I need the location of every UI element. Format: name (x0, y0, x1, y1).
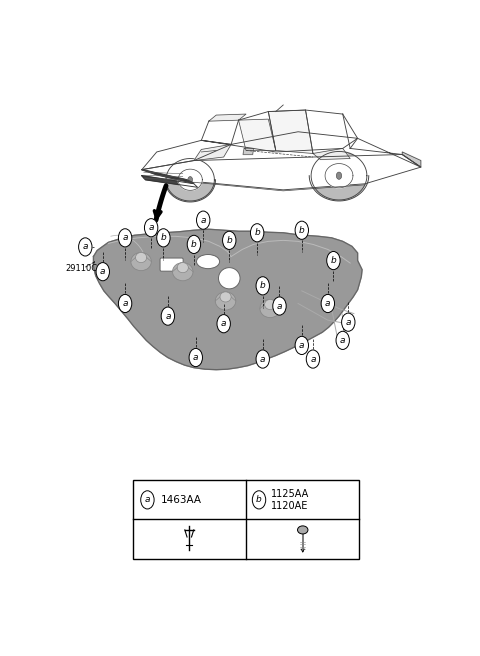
Text: b: b (227, 236, 232, 245)
Text: a: a (165, 312, 170, 321)
Text: 1125AA
1120AE: 1125AA 1120AE (271, 489, 310, 511)
Text: a: a (144, 495, 150, 504)
Circle shape (96, 262, 109, 281)
Text: a: a (310, 354, 316, 363)
Ellipse shape (172, 262, 193, 281)
Circle shape (336, 172, 342, 179)
Text: a: a (346, 318, 351, 327)
Polygon shape (402, 152, 421, 167)
Polygon shape (311, 152, 367, 200)
Ellipse shape (298, 526, 308, 534)
Circle shape (187, 236, 201, 253)
Polygon shape (94, 229, 362, 370)
Polygon shape (325, 163, 353, 188)
Circle shape (321, 295, 335, 313)
Text: a: a (221, 319, 227, 328)
Bar (132, 480, 360, 559)
Circle shape (119, 229, 132, 247)
Circle shape (161, 307, 175, 325)
Polygon shape (194, 144, 231, 161)
Ellipse shape (177, 262, 188, 273)
Polygon shape (142, 140, 231, 170)
Polygon shape (209, 114, 246, 121)
Text: a: a (201, 216, 206, 224)
Circle shape (336, 331, 349, 350)
Circle shape (217, 315, 230, 333)
Polygon shape (268, 110, 313, 154)
Circle shape (306, 350, 320, 368)
FancyBboxPatch shape (160, 258, 183, 271)
Text: b: b (191, 240, 197, 249)
Circle shape (79, 238, 92, 256)
Circle shape (295, 337, 309, 354)
Ellipse shape (131, 253, 151, 271)
Text: 29110C: 29110C (66, 264, 98, 273)
Circle shape (295, 221, 309, 239)
Circle shape (119, 295, 132, 313)
Text: b: b (260, 281, 265, 291)
Ellipse shape (260, 299, 280, 318)
Ellipse shape (196, 255, 219, 269)
Text: b: b (256, 495, 262, 504)
Text: a: a (148, 223, 154, 232)
Polygon shape (142, 155, 421, 190)
Text: b: b (254, 228, 260, 237)
Polygon shape (166, 159, 215, 201)
Ellipse shape (135, 253, 147, 262)
Polygon shape (243, 148, 253, 155)
Circle shape (223, 232, 236, 249)
Circle shape (196, 211, 210, 229)
Text: a: a (122, 299, 128, 308)
Circle shape (252, 491, 266, 509)
Circle shape (327, 251, 340, 270)
Text: b: b (160, 234, 166, 242)
Circle shape (156, 229, 170, 247)
Ellipse shape (218, 268, 240, 289)
Text: a: a (122, 234, 128, 242)
Circle shape (189, 348, 203, 367)
Ellipse shape (216, 292, 236, 310)
Circle shape (256, 277, 269, 295)
Text: a: a (299, 341, 304, 350)
Circle shape (273, 297, 286, 315)
Circle shape (251, 224, 264, 242)
Polygon shape (142, 170, 194, 183)
Text: a: a (260, 354, 265, 363)
Polygon shape (350, 138, 421, 167)
Polygon shape (313, 148, 350, 159)
Polygon shape (142, 176, 198, 188)
Text: a: a (325, 299, 331, 308)
Polygon shape (202, 132, 358, 152)
Text: a: a (83, 243, 88, 251)
Circle shape (342, 313, 355, 331)
Text: a: a (340, 336, 346, 345)
Polygon shape (239, 119, 276, 150)
Text: b: b (331, 256, 336, 265)
Ellipse shape (264, 299, 276, 310)
Circle shape (256, 350, 269, 368)
Circle shape (141, 491, 154, 509)
Text: 1463AA: 1463AA (160, 495, 202, 505)
Text: a: a (277, 302, 282, 310)
Circle shape (188, 176, 192, 183)
Text: a: a (193, 353, 199, 362)
Text: a: a (100, 267, 106, 276)
Circle shape (144, 218, 158, 237)
Ellipse shape (220, 292, 231, 302)
Text: b: b (299, 226, 305, 235)
Polygon shape (178, 169, 202, 190)
